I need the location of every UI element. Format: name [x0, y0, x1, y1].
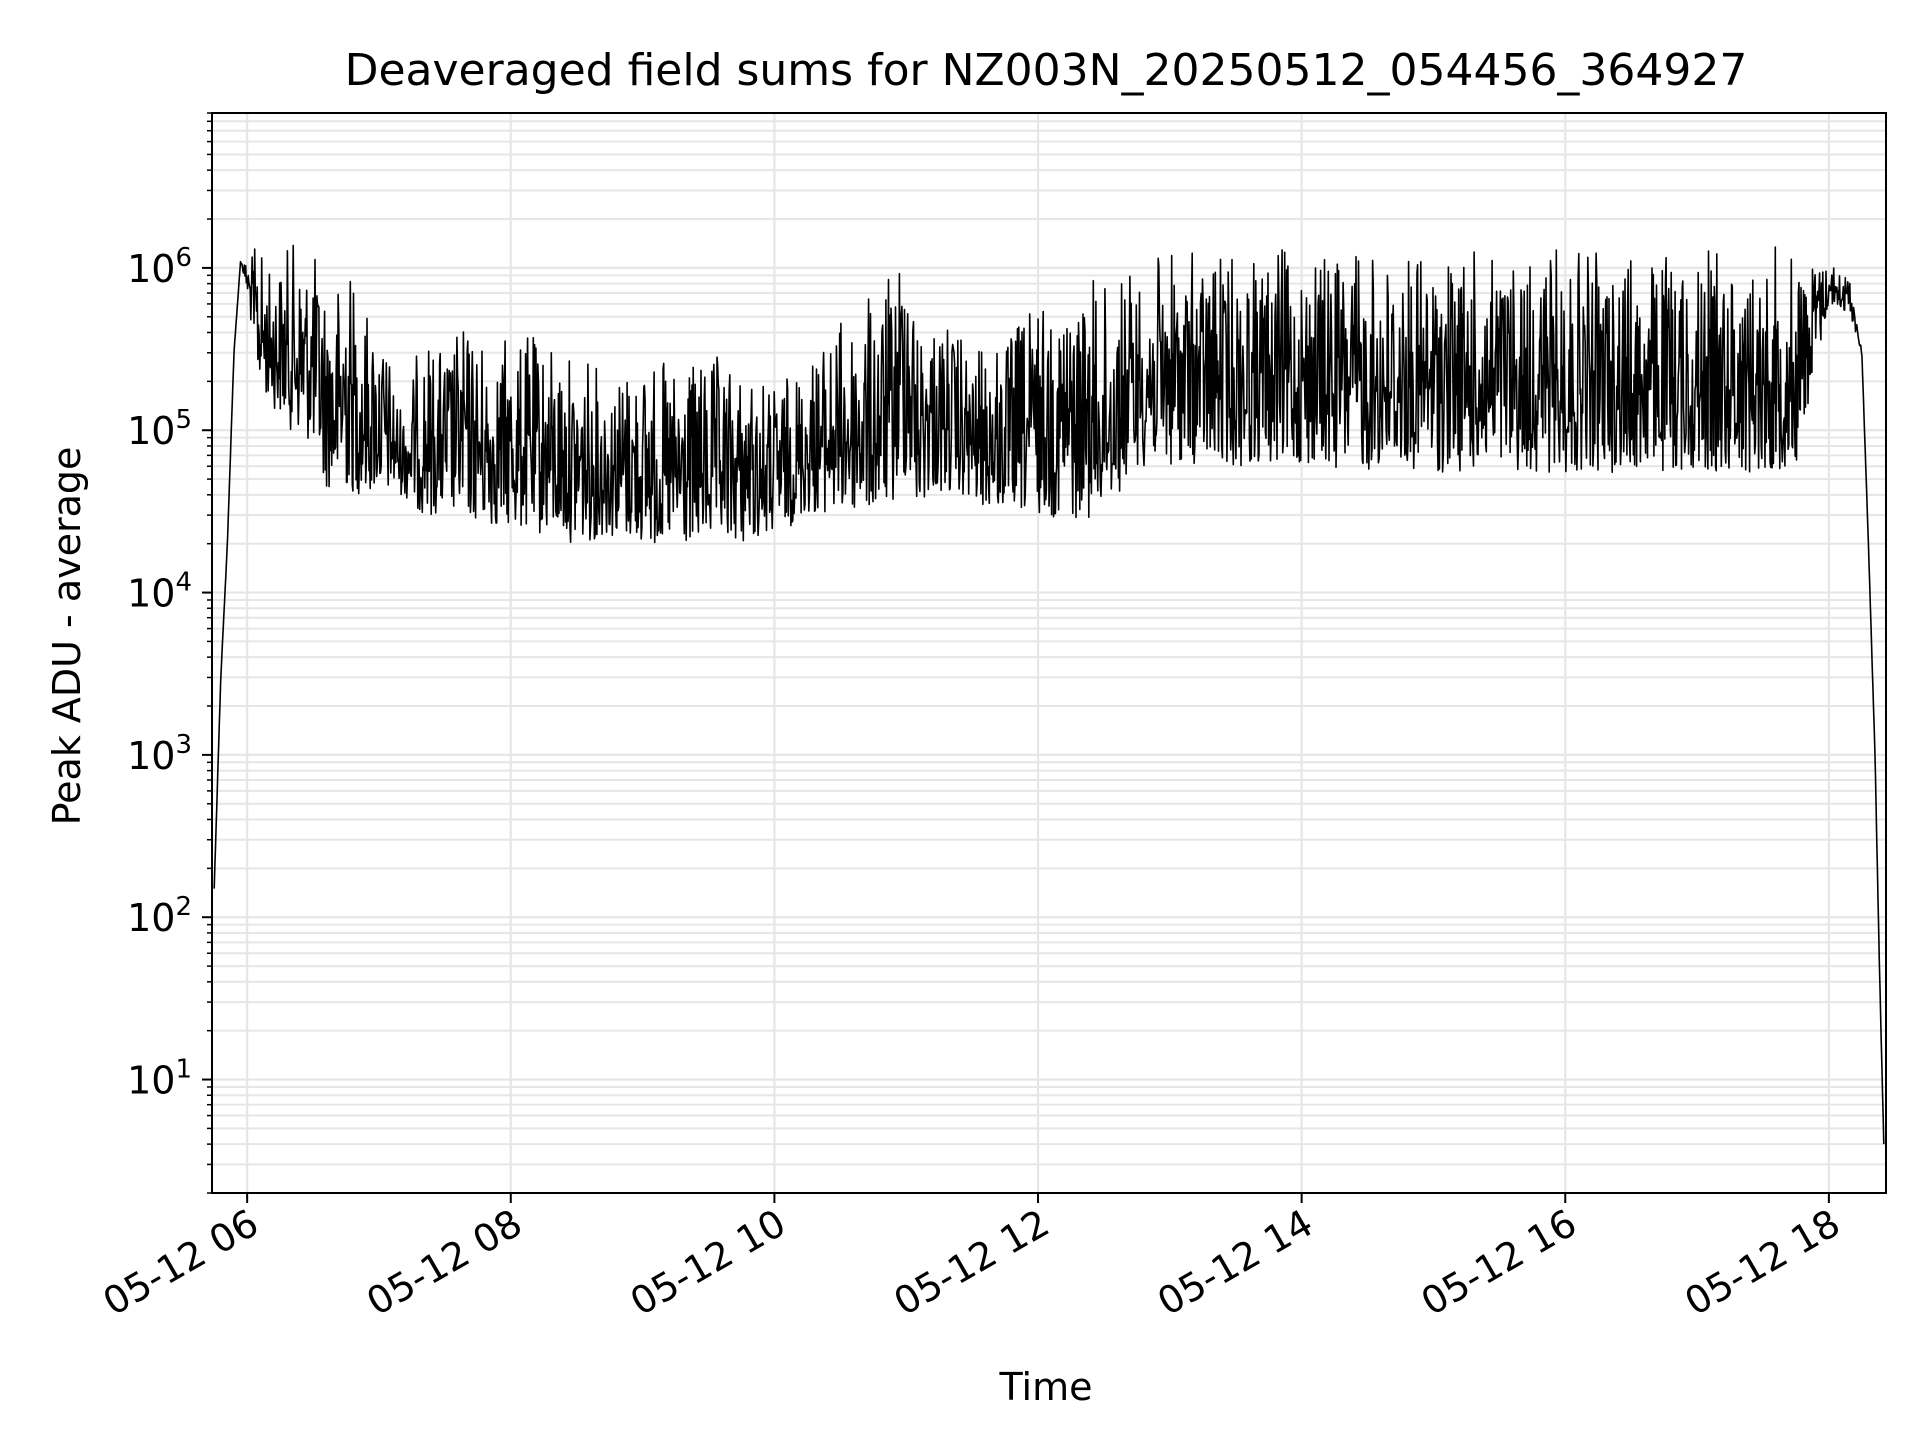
y-tick-label: 102 — [127, 892, 192, 940]
x-tick-label: 05-12 12 — [887, 1201, 1057, 1325]
x-axis: 05-12 06 05-12 08 05-12 10 05-12 12 05-12 14… — [96, 1193, 1847, 1325]
y-tick-label: 104 — [127, 568, 192, 616]
x-tick-label: 05-12 06 — [96, 1201, 266, 1325]
series-line — [213, 244, 1885, 1145]
x-tick-label: 05-12 10 — [623, 1201, 793, 1325]
x-axis-label: Time — [999, 1365, 1093, 1409]
series-layer — [213, 244, 1885, 1145]
y-tick-label: 103 — [127, 730, 192, 778]
y-axis: 101 102 103 104 105 106 — [127, 112, 212, 1194]
chart-title: Deaveraged field sums for NZ003N_2025051… — [345, 45, 1748, 96]
x-tick-label: 05-12 16 — [1414, 1201, 1584, 1325]
grid — [212, 112, 1886, 1194]
y-axis-label: Peak ADU - average — [45, 447, 89, 826]
plot-frame — [211, 112, 1887, 1194]
x-tick-label: 05-12 08 — [359, 1201, 529, 1325]
x-tick-label: 05-12 18 — [1677, 1201, 1847, 1325]
y-tick-label: 105 — [127, 405, 192, 453]
y-tick-label: 101 — [127, 1055, 192, 1103]
x-tick-label: 05-12 14 — [1150, 1201, 1320, 1325]
y-tick-label: 106 — [127, 243, 192, 291]
